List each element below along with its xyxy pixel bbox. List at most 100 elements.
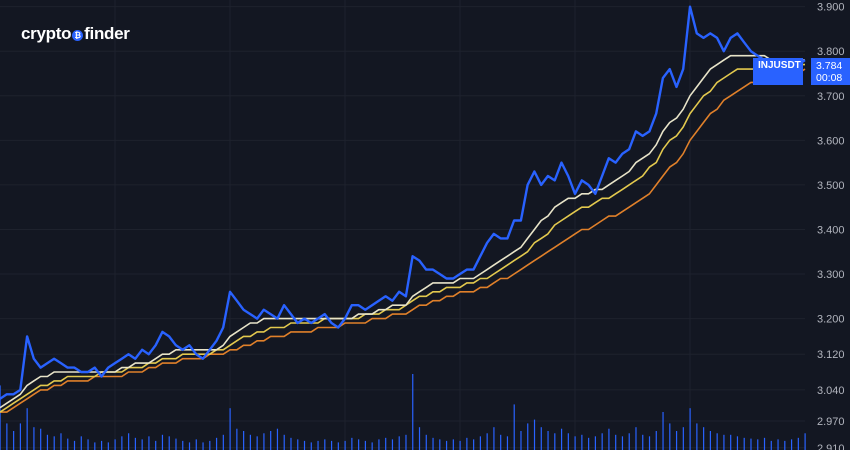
volume-bar-74 [500, 434, 502, 450]
y-tick-label-2: 3.700 [817, 91, 845, 103]
volume-bar-3 [19, 423, 21, 450]
volume-bar-44 [297, 439, 299, 450]
volume-bar-56 [378, 439, 380, 450]
volume-bar-65 [439, 439, 441, 450]
volume-bar-2 [13, 431, 15, 450]
volume-bar-67 [452, 439, 454, 450]
volume-bar-101 [682, 427, 684, 450]
volume-bar-58 [391, 439, 394, 450]
volume-bar-84 [567, 433, 569, 450]
volume-bar-25 [168, 436, 170, 450]
volume-bar-89 [601, 433, 603, 450]
logo-text-crypto: crypto [21, 24, 72, 43]
volume-bar-70 [473, 439, 475, 450]
volume-bar-43 [290, 437, 292, 450]
volume-bar-79 [533, 419, 536, 450]
y-tick-label-3: 3.600 [817, 135, 845, 147]
y-tick-label-7: 3.200 [817, 314, 845, 326]
volume-bar-52 [351, 437, 353, 450]
volume-bar-20 [134, 437, 136, 450]
volume-bar-91 [615, 434, 617, 450]
volume-bar-99 [669, 423, 671, 450]
volume-bar-37 [249, 434, 251, 450]
volume-bar-1 [6, 423, 8, 450]
volume-bar-76 [513, 404, 515, 450]
volume-bar-98 [662, 412, 664, 450]
volume-bar-26 [175, 438, 177, 450]
volume-bar-33 [222, 434, 224, 450]
y-tick-label-8: 3.120 [817, 349, 845, 361]
volume-bar-9 [60, 433, 62, 450]
volume-bar-108 [730, 434, 732, 450]
volume-bar-45 [303, 440, 306, 450]
y-tick-label-10: 2.970 [817, 416, 845, 428]
volume-bar-24 [161, 434, 164, 450]
volume-bar-19 [128, 433, 130, 450]
bar-countdown: 00:08 [816, 72, 843, 84]
volume-bar-34 [229, 408, 231, 450]
volume-bar-17 [114, 439, 116, 450]
volume-bar-92 [621, 436, 624, 450]
symbol-label: INJUSDT [758, 60, 801, 71]
volume-bar-50 [337, 442, 339, 450]
volume-bar-21 [141, 439, 143, 450]
volume-bar-42 [283, 434, 285, 450]
volume-bar-93 [628, 433, 630, 450]
volume-bar-112 [757, 439, 759, 450]
volume-bar-81 [547, 431, 549, 450]
volume-bar-103 [696, 423, 698, 450]
volume-bar-14 [94, 442, 96, 450]
series-price-line [0, 5, 806, 400]
volume-bar-102 [689, 408, 691, 450]
series-ma-slow-line [0, 68, 806, 413]
bitcoin-coin-icon: ₿ [72, 29, 84, 41]
volume-bar-53 [358, 439, 360, 450]
volume-bar-85 [574, 436, 576, 450]
logo-text-finder: finder [84, 24, 130, 43]
volume-bar-10 [67, 438, 69, 450]
chart-series [0, 5, 806, 413]
volume-bar-18 [121, 436, 123, 450]
y-tick-label-5: 3.400 [817, 224, 845, 236]
volume-bar-114 [770, 440, 772, 450]
volume-bar-48 [324, 439, 326, 450]
volume-bar-11 [73, 440, 76, 450]
volume-bar-110 [743, 437, 745, 450]
y-tick-label-6: 3.300 [817, 269, 845, 281]
volume-bar-22 [148, 436, 150, 450]
volume-bar-111 [750, 438, 752, 450]
volume-bar-31 [209, 440, 211, 450]
volume-bar-46 [310, 442, 312, 450]
grid [0, 0, 805, 450]
volume-bar-113 [763, 437, 766, 450]
volume-bar-4 [26, 408, 28, 450]
price-axis[interactable]: 3.900 3.800 3.700 3.600 3.500 3.400 3.300 3.200… [817, 2, 845, 450]
volume-bar-7 [46, 434, 49, 450]
volume-bar-75 [506, 436, 509, 450]
volume-bar-23 [155, 440, 157, 450]
volume-bar-40 [270, 431, 272, 450]
symbol-badge: INJUSDT [753, 58, 803, 85]
volume-bar-100 [675, 431, 678, 450]
volume-bar-0 [0, 385, 1, 450]
volume-bar-116 [784, 440, 786, 450]
volume-bar-38 [256, 436, 258, 450]
y-tick-label-9: 3.040 [817, 385, 845, 397]
volume-bar-119 [804, 433, 806, 450]
volume-bar-61 [412, 374, 414, 450]
volume-bar-109 [736, 436, 739, 450]
y-tick-label-11: 2.910 [817, 443, 845, 450]
volume-bar-80 [540, 427, 542, 450]
volume-bar-83 [560, 428, 563, 450]
volume-bar-77 [520, 431, 522, 450]
volume-bar-28 [188, 442, 191, 450]
series-ma-fast-line [0, 54, 805, 409]
volume-bar-59 [398, 436, 400, 450]
volume-bar-69 [466, 437, 468, 450]
volume-bar-5 [33, 427, 35, 450]
volume-bar-62 [418, 427, 421, 450]
volume-bar-104 [703, 427, 705, 450]
volume-bar-95 [642, 434, 644, 450]
